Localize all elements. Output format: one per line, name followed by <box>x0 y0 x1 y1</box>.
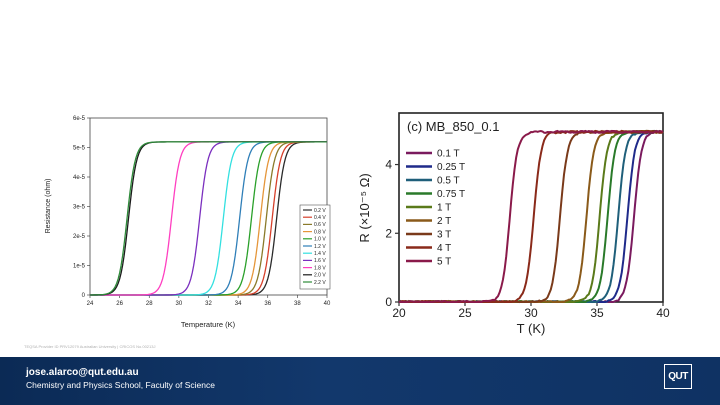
legend-label: 4 T <box>437 243 451 254</box>
legend-label: 5 T <box>437 257 451 268</box>
legend-label: 1 T <box>437 203 451 214</box>
x-tick-label: 26 <box>116 301 123 307</box>
x-tick-label: 32 <box>205 301 212 307</box>
contact-email[interactable]: jose.alarco@qut.edu.au <box>26 367 139 378</box>
chart-title: (c) MB_850_0.1 <box>407 119 500 134</box>
x-axis-label: Temperature (K) <box>181 320 236 329</box>
legend-label: 0.2 V <box>314 208 326 214</box>
y-tick-label: 1e-5 <box>73 264 86 270</box>
qut-logo-text: QUT <box>668 371 688 382</box>
legend-label: 0.5 T <box>437 176 460 187</box>
x-tick-label: 30 <box>176 301 183 307</box>
y-tick-label: 4 <box>385 158 392 172</box>
x-tick-label: 20 <box>392 306 406 320</box>
legend-label: 2 T <box>437 216 451 227</box>
legend-label: 0.25 T <box>437 162 465 173</box>
y-axis-label: R (×10⁻⁵ Ω) <box>357 173 372 242</box>
y-tick-label: 6e-5 <box>73 116 86 122</box>
legend-label: 0.75 T <box>437 189 465 200</box>
footnote: TEQSA Provider ID PRV12079 Australian Un… <box>24 344 156 349</box>
legend-label: 0.4 V <box>314 215 326 221</box>
legend-label: 2.0 V <box>314 273 326 279</box>
legend-label: 1.8 V <box>314 265 326 271</box>
x-tick-label: 28 <box>146 301 153 307</box>
legend-label: 0.1 T <box>437 149 460 160</box>
legend-label: 3 T <box>437 230 451 241</box>
series-line <box>89 141 327 296</box>
x-tick-label: 38 <box>294 301 301 307</box>
legend-label: 0.8 V <box>314 229 326 235</box>
footer-bar <box>0 357 720 405</box>
legend-label: 0.6 V <box>314 222 326 228</box>
x-tick-label: 35 <box>590 306 604 320</box>
y-tick-label: 0 <box>82 293 86 299</box>
x-tick-label: 40 <box>324 301 331 307</box>
x-tick-label: 30 <box>524 306 538 320</box>
legend-label: 1.4 V <box>314 251 326 257</box>
legend-label: 1.0 V <box>314 237 326 243</box>
series-line <box>399 129 664 304</box>
y-tick-label: 4e-5 <box>73 175 86 181</box>
school-name: Chemistry and Physics School, Faculty of… <box>26 380 215 390</box>
chart-field-resistance: (c) MB_850_0.1 20 25 30 35 40 0 2 4 0.1 T 0.25 T… <box>357 108 674 340</box>
y-tick-label: 2 <box>385 226 392 240</box>
chart-voltage-resistance: 24 26 28 30 32 34 36 38 40 0 1e-5 2e-5 3e-5 4e-5 5e-5 6… <box>38 108 340 342</box>
legend-label: 1.2 V <box>314 244 326 250</box>
y-tick-label: 5e-5 <box>73 146 86 152</box>
y-tick-label: 3e-5 <box>73 205 86 211</box>
qut-logo: QUT <box>664 364 692 389</box>
legend-label: 1.6 V <box>314 258 326 264</box>
legend-label: 2.2 V <box>314 280 326 286</box>
x-tick-label: 40 <box>656 306 670 320</box>
x-tick-label: 25 <box>458 306 472 320</box>
x-axis-label: T (K) <box>517 321 546 336</box>
y-axis-label: Resistance (ohm) <box>45 179 52 234</box>
y-tick-label: 0 <box>385 295 392 309</box>
x-tick-label: 36 <box>264 301 271 307</box>
x-tick-label: 34 <box>235 301 242 307</box>
x-tick-label: 24 <box>87 301 94 307</box>
y-tick-label: 2e-5 <box>73 234 86 240</box>
